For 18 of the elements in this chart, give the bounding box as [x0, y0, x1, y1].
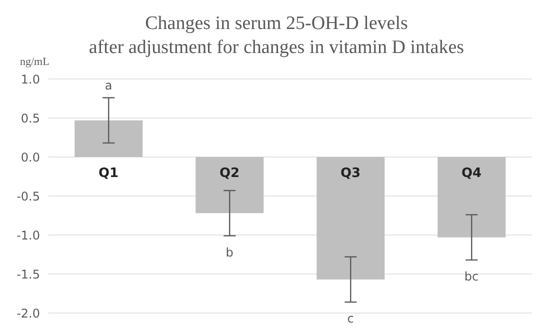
y-tick-label: -2.0: [16, 306, 40, 320]
y-tick-label: -0.5: [16, 189, 40, 204]
annotation: a: [104, 78, 112, 93]
x-tick-label: Q3: [340, 166, 361, 181]
y-tick-label: -1.5: [16, 267, 40, 282]
y-tick-label: -1.0: [16, 228, 40, 242]
x-tick-label: Q1: [98, 166, 119, 181]
annotation: c: [347, 312, 354, 326]
x-tick-label: Q4: [461, 166, 482, 181]
y-axis-title: ng/mL: [20, 56, 50, 68]
chart-subtitle: after adjustment for changes in vitamin D intakes: [88, 37, 464, 58]
y-tick-label: 1.0: [20, 72, 40, 86]
x-tick-label: Q2: [219, 166, 240, 181]
y-tick-label: 0.5: [20, 111, 40, 126]
y-tick-label: 0.0: [20, 150, 40, 164]
chart-title: Changes in serum 25-OH-D levels: [144, 12, 409, 36]
annotation: b: [226, 245, 234, 260]
annotation: bc: [464, 269, 479, 284]
